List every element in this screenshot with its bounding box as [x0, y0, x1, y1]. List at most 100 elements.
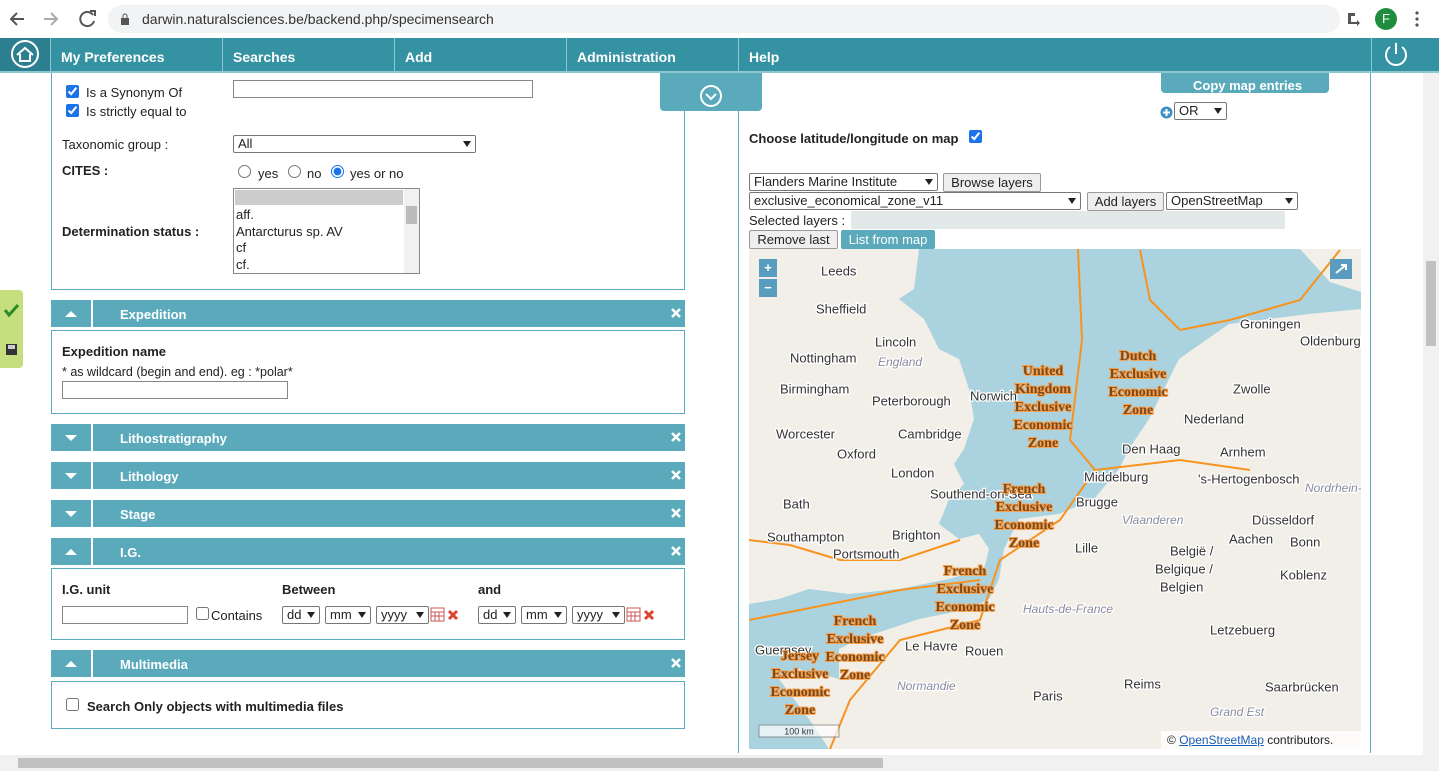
select-value: mm — [526, 607, 548, 622]
ig-input[interactable] — [62, 606, 188, 624]
header-icons[interactable] — [51, 300, 685, 327]
place-label: Leeds — [821, 263, 857, 278]
list-option[interactable]: Antarcturus sp. AV — [236, 224, 343, 239]
list-option[interactable]: cf. — [236, 257, 250, 272]
place-label: Belgien — [1160, 579, 1203, 594]
header-icons[interactable] — [51, 462, 685, 489]
section-header[interactable]: Multimedia — [51, 650, 685, 677]
place-label: Normandie — [897, 679, 956, 693]
v-scrollbar[interactable] — [1423, 73, 1439, 755]
nav-item[interactable]: Help — [738, 38, 1372, 71]
date-select[interactable]: mm — [521, 606, 567, 624]
section-header[interactable]: I.G. — [51, 538, 685, 565]
taxonomic-select[interactable]: All — [233, 135, 476, 153]
select-value: mm — [330, 607, 352, 622]
field-label: I.G. unit — [62, 582, 110, 597]
date-select[interactable]: mm — [325, 606, 371, 624]
remove-button[interactable]: Remove last — [749, 230, 838, 249]
attribution-link[interactable]: OpenStreetMap — [1179, 733, 1264, 747]
place-label: Rouen — [965, 643, 1003, 658]
select-value: Flanders Marine Institute — [754, 174, 897, 189]
nav-item[interactable]: Searches — [222, 38, 394, 71]
place-label: België / — [1170, 543, 1214, 558]
h-scrollbar[interactable] — [0, 755, 1439, 771]
hint: * as wildcard (begin and end). eg : *pol… — [62, 365, 293, 379]
profile-avatar[interactable]: F — [1375, 8, 1397, 30]
attribution: © OpenStreetMap contributors. — [1161, 731, 1361, 749]
place-label: Koblenz — [1280, 567, 1327, 582]
panel-divider — [1370, 73, 1371, 753]
place-label: Nordrhein-Westfalen — [1305, 481, 1361, 495]
zoom-in[interactable]: + — [759, 259, 777, 277]
place-label: Nederland — [1184, 411, 1244, 426]
provider-select[interactable]: Flanders Marine Institute — [749, 173, 938, 191]
list-option[interactable]: cf — [236, 240, 246, 255]
section-header[interactable]: Expedition — [51, 300, 685, 327]
place-label: Zwolle — [1233, 381, 1271, 396]
nav-item[interactable]: Administration — [566, 38, 738, 71]
date-select[interactable]: dd — [282, 606, 320, 624]
header-icons[interactable] — [51, 650, 685, 677]
nav-buttons[interactable] — [10, 9, 100, 29]
header-icons[interactable] — [51, 538, 685, 565]
date-select[interactable]: dd — [478, 606, 516, 624]
field-label: Taxonomic group : — [62, 137, 168, 152]
expedition-input[interactable] — [62, 381, 288, 399]
radio-label: no — [307, 166, 321, 181]
field-label: Choose latitude/longitude on map — [749, 131, 958, 146]
nav-item[interactable]: Add — [394, 38, 566, 71]
date-icons[interactable] — [430, 607, 462, 623]
radio[interactable] — [331, 165, 344, 178]
header-icons[interactable] — [51, 424, 685, 451]
list-button[interactable]: List from map — [841, 230, 935, 249]
equal-checkbox[interactable] — [66, 104, 79, 117]
contains-checkbox[interactable] — [196, 607, 209, 620]
map[interactable]: LeedsSheffieldLincolnNottinghamEnglandBi… — [749, 249, 1361, 749]
layer-select[interactable]: exclusive_economical_zone_v11 — [749, 192, 1081, 210]
map-checkbox[interactable] — [969, 130, 982, 143]
place-label: England — [878, 355, 922, 369]
place-label: Sheffield — [816, 301, 866, 316]
place-label: Saarbrücken — [1265, 679, 1339, 694]
section-header[interactable]: Stage — [51, 500, 685, 527]
operator-select[interactable]: OR — [1174, 102, 1227, 120]
copy-map-button[interactable]: Copy map entries — [1161, 73, 1329, 93]
radio[interactable] — [238, 165, 251, 178]
zoom-out[interactable]: − — [759, 279, 777, 297]
synonym-input[interactable] — [233, 80, 533, 98]
place-label: Oldenburg — [1300, 333, 1361, 348]
place-label: 's-Hertogenbosch — [1198, 471, 1299, 486]
side-tab[interactable] — [0, 290, 23, 368]
place-label: Lincoln — [875, 334, 916, 349]
fullscreen-button[interactable] — [1330, 259, 1352, 279]
section-header[interactable]: Lithostratigraphy — [51, 424, 685, 451]
list-option[interactable]: aff. — [236, 207, 254, 222]
button-text: Copy map entries — [1193, 78, 1302, 93]
place-label: Southampton — [767, 529, 844, 544]
base-layer-select[interactable]: OpenStreetMap — [1166, 192, 1298, 210]
home-button[interactable] — [0, 38, 50, 71]
browse-button[interactable]: Browse layers — [943, 173, 1041, 192]
synonym-checkbox[interactable] — [66, 85, 79, 98]
add-icon[interactable] — [1160, 106, 1173, 119]
add-layers-button[interactable]: Add layers — [1087, 192, 1164, 211]
place-label: Groningen — [1240, 316, 1301, 331]
section-body — [51, 568, 685, 640]
nav-item[interactable]: My Preferences — [50, 38, 222, 71]
date-icons[interactable] — [626, 607, 658, 623]
header-icons[interactable] — [51, 500, 685, 527]
date-select[interactable]: yyyy — [376, 606, 429, 624]
place-label: Peterborough — [872, 393, 951, 408]
nav-bar: My Preferences Searches Add Administrati… — [0, 38, 1439, 73]
multimedia-checkbox[interactable] — [66, 698, 79, 711]
place-label: Brugge — [1076, 494, 1118, 509]
selected-layers — [851, 211, 1285, 229]
radio-label: yes or no — [350, 166, 403, 181]
address-bar[interactable]: darwin.naturalsciences.be/backend.php/sp… — [108, 5, 1340, 33]
logout-button[interactable] — [1372, 38, 1439, 71]
radio[interactable] — [288, 165, 301, 178]
date-select[interactable]: yyyy — [572, 606, 625, 624]
place-label: Düsseldorf — [1252, 512, 1315, 527]
section-header[interactable]: Lithology — [51, 462, 685, 489]
status-listbox[interactable]: aff. Antarcturus sp. AV cf cf. — [233, 188, 420, 274]
